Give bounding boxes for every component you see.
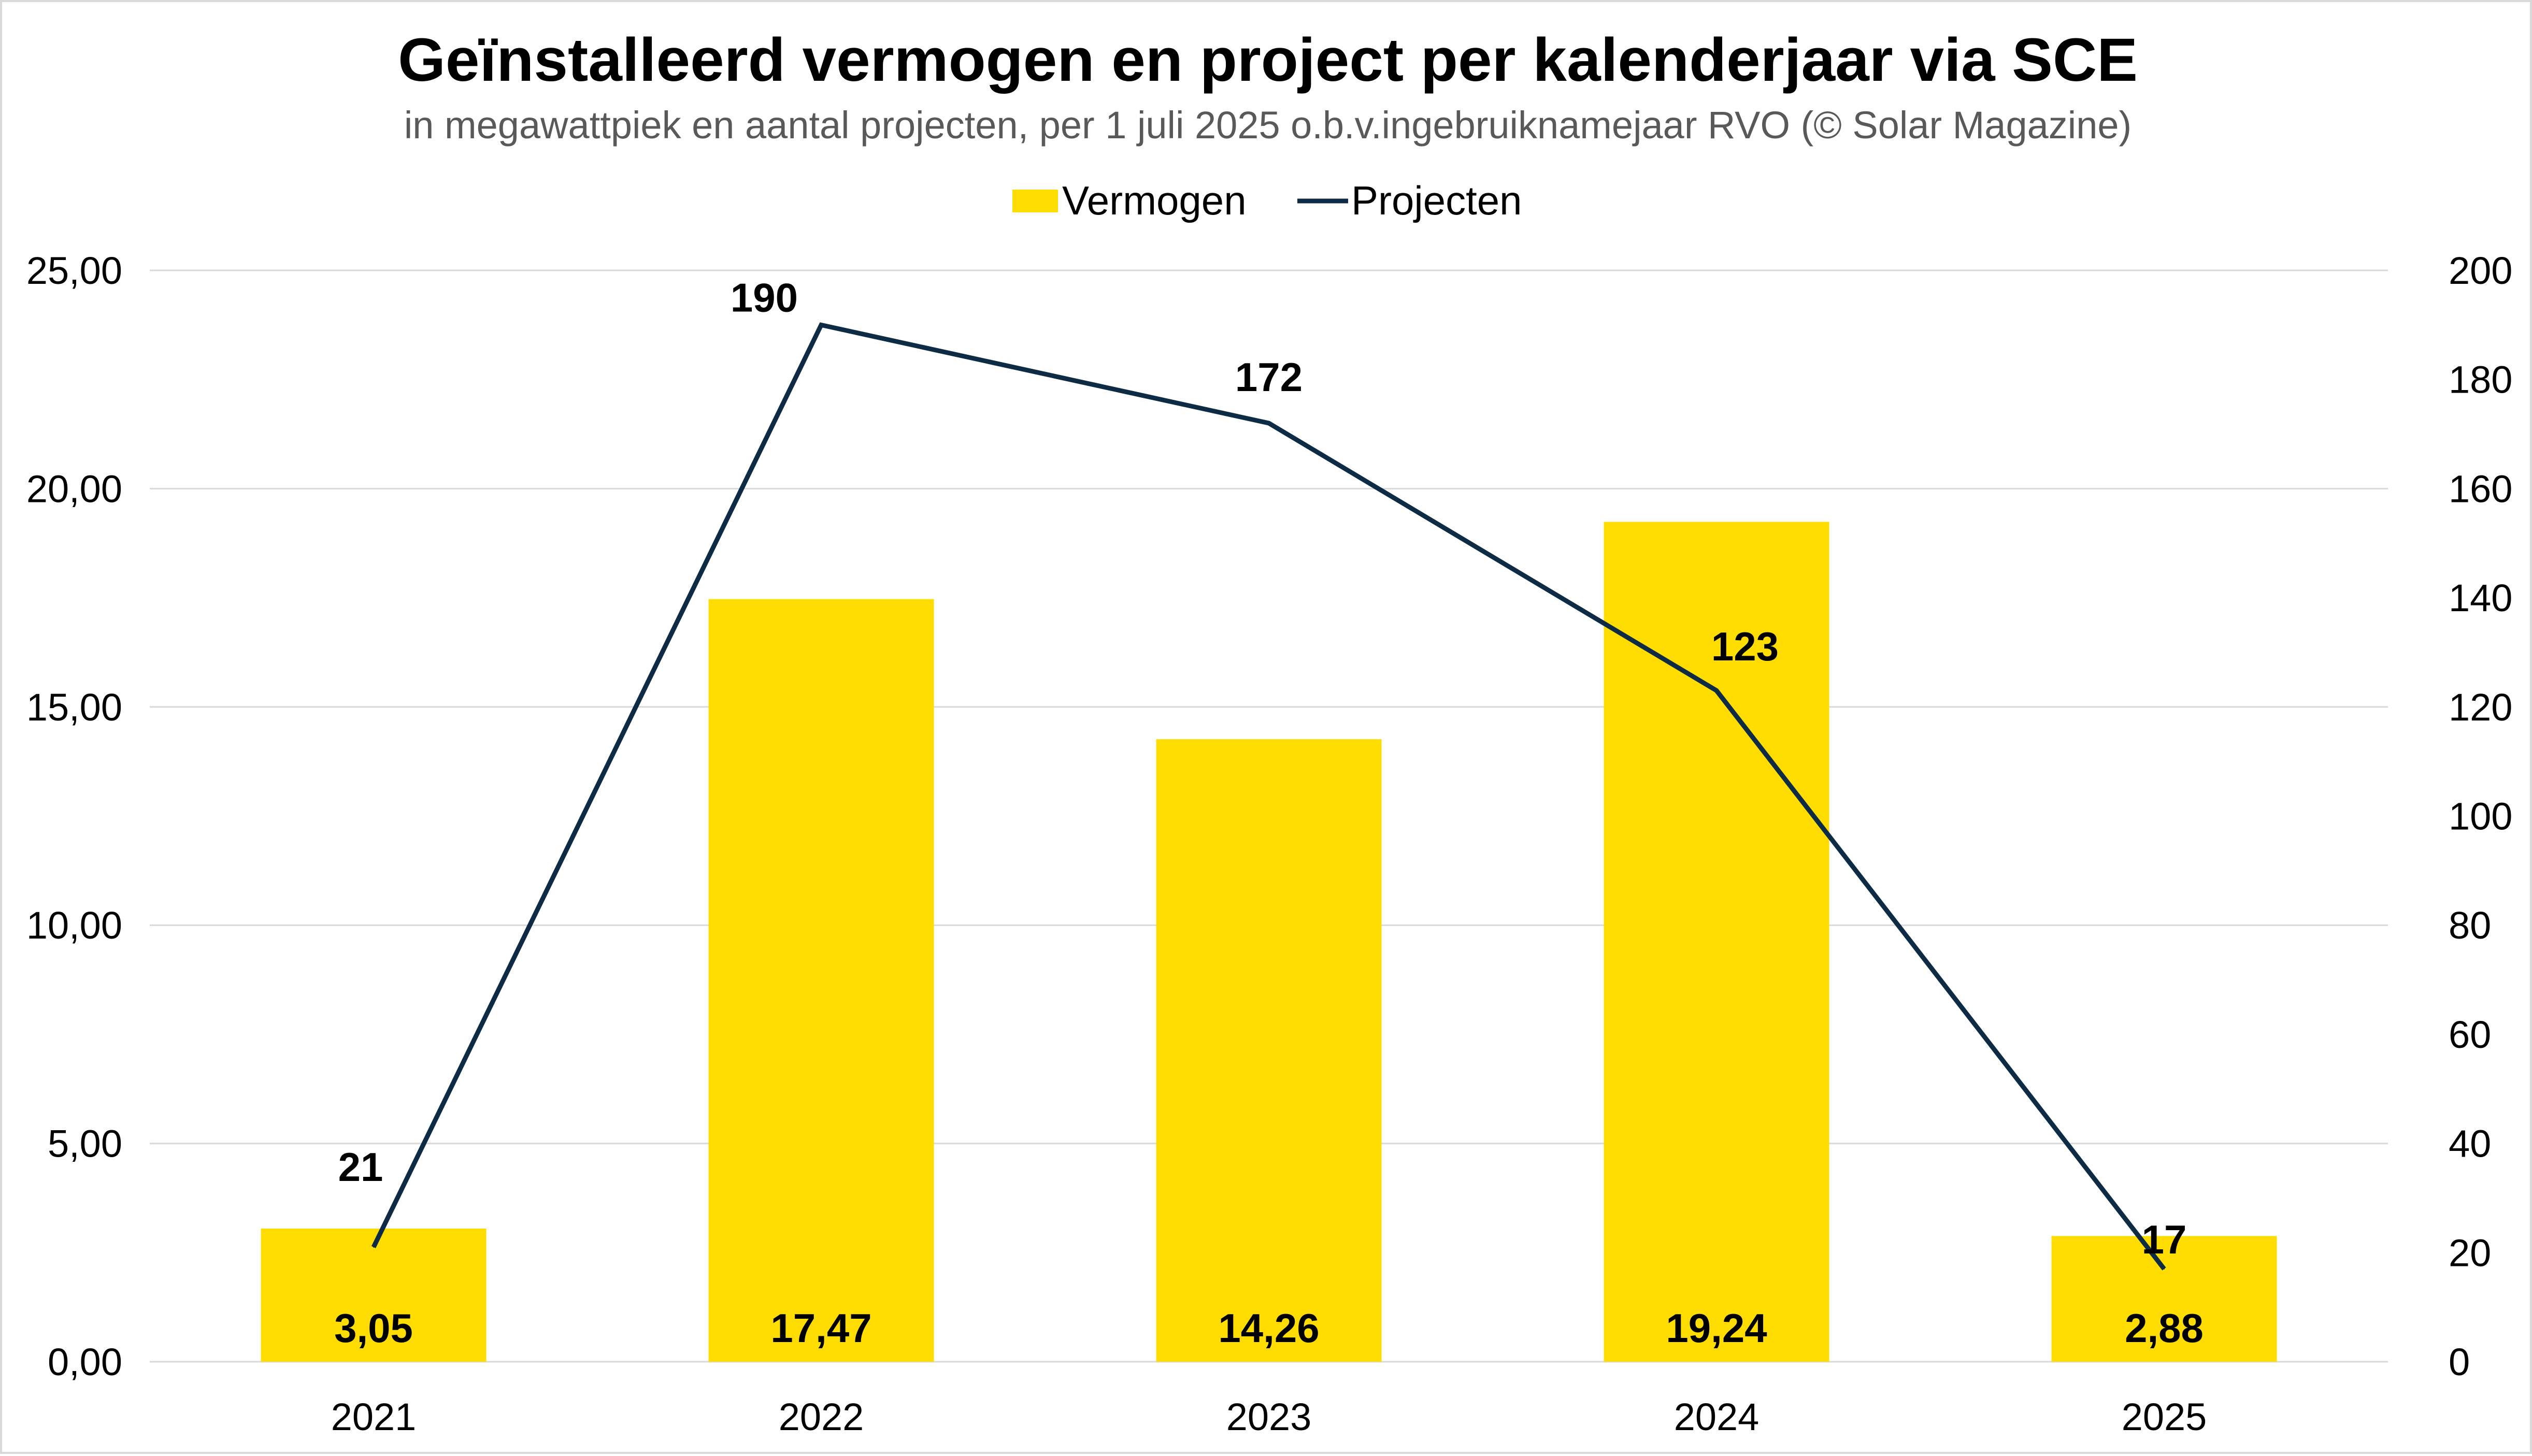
right-axis-tick-label: 140 [2449,576,2512,619]
bar-value-label: 2,88 [2125,1305,2204,1351]
bar-value-label: 14,26 [1218,1305,1319,1351]
right-axis: 0 20 40 60 80 100 120 140 160 180 200 [2449,249,2512,1383]
bar-series [261,522,2277,1362]
chart-title: Geïnstalleerd vermogen en project per ka… [398,26,2138,94]
line-value-label: 21 [338,1144,383,1190]
right-axis-tick-label: 180 [2449,358,2512,401]
left-axis-tick-label: 10,00 [26,904,122,947]
bar-2025 [2051,1236,2277,1362]
projecten-point-2025 [2164,1268,2165,1270]
right-axis-tick-label: 120 [2449,686,2512,729]
right-axis-tick-label: 60 [2449,1013,2491,1056]
legend-label-vermogen: Vermogen [1062,178,1247,223]
right-axis-tick-label: 0 [2449,1340,2470,1383]
right-axis-tick-label: 80 [2449,904,2491,947]
line-value-label: 123 [1711,624,1779,669]
bar-2024 [1604,522,1829,1362]
projecten-point-2021 [373,1246,374,1248]
projecten-point-2022 [821,324,822,326]
x-axis-tick-label: 2024 [1674,1395,1759,1438]
right-axis-tick-label: 100 [2449,795,2512,838]
line-value-label: 172 [1235,354,1303,400]
projecten-point-2023 [1268,422,1269,424]
left-axis-tick-label: 5,00 [48,1122,122,1165]
right-axis-tick-label: 20 [2449,1231,2491,1274]
line-value-label: 190 [731,275,798,320]
legend-swatch-vermogen [1012,190,1058,212]
right-axis-tick-label: 160 [2449,467,2512,510]
bar-2023 [1156,739,1382,1362]
x-axis-tick-label: 2022 [779,1395,864,1438]
left-axis-tick-label: 20,00 [26,467,122,510]
bar-value-label: 17,47 [770,1305,871,1351]
right-axis-tick-label: 40 [2449,1122,2491,1165]
legend-label-projecten: Projecten [1351,178,1522,223]
bar-2021 [261,1228,487,1362]
left-axis-tick-label: 0,00 [48,1340,122,1383]
x-axis: 2021 2022 2023 2024 2025 [331,1395,2207,1438]
left-axis: 0,00 5,00 10,00 15,00 20,00 25,00 [26,249,122,1383]
left-axis-tick-label: 15,00 [26,686,122,729]
bar-value-label: 3,05 [334,1305,413,1351]
bar-value-label: 19,24 [1666,1305,1767,1351]
left-axis-tick-label: 25,00 [26,249,122,292]
projecten-point-2024 [1716,690,1717,691]
right-axis-tick-label: 200 [2449,249,2512,292]
bar-2022 [708,599,934,1362]
x-axis-tick-label: 2023 [1226,1395,1312,1438]
chart-legend: Vermogen Projecten [1012,178,1522,223]
data-labels: 3,05 17,47 14,26 19,24 2,88 21 190 172 123 17 [334,275,2204,1351]
line-value-label: 17 [2142,1217,2187,1262]
chart-subtitle: in megawattpiek en aantal projecten, per… [404,104,2132,147]
x-axis-tick-label: 2021 [331,1395,417,1438]
line-series [371,322,2166,1271]
x-axis-tick-label: 2025 [2122,1395,2207,1438]
